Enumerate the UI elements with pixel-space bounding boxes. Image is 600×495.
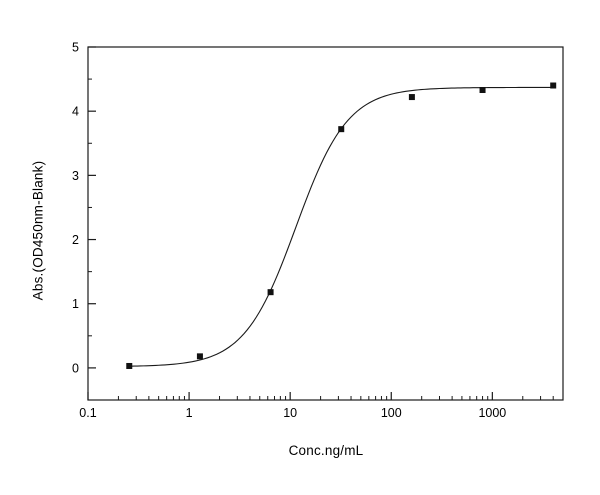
x-axis-title: Conc.ng/mL: [288, 443, 364, 458]
y-tick-label: 2: [72, 233, 79, 247]
data-point: [267, 289, 274, 296]
y-tick-label: 0: [72, 361, 79, 375]
data-point: [126, 362, 133, 369]
data-point: [408, 94, 415, 101]
plot-frame: [87, 46, 564, 401]
data-point: [550, 82, 557, 89]
y-tick-label: 1: [72, 297, 79, 311]
data-point: [479, 87, 486, 94]
x-tick-label: 100: [381, 406, 402, 420]
y-tick-label: 4: [72, 105, 79, 119]
x-tick-label: 1: [186, 406, 193, 420]
x-tick-label: 0.1: [79, 406, 96, 420]
y-axis-title: Abs.(OD450nm-Blank): [30, 160, 46, 301]
data-point: [196, 353, 203, 360]
y-tick-label: 5: [72, 41, 79, 55]
data-point: [338, 126, 345, 133]
y-tick-label: 3: [72, 169, 79, 183]
x-tick-label: 1000: [478, 406, 506, 420]
x-tick-label: 10: [283, 406, 297, 420]
